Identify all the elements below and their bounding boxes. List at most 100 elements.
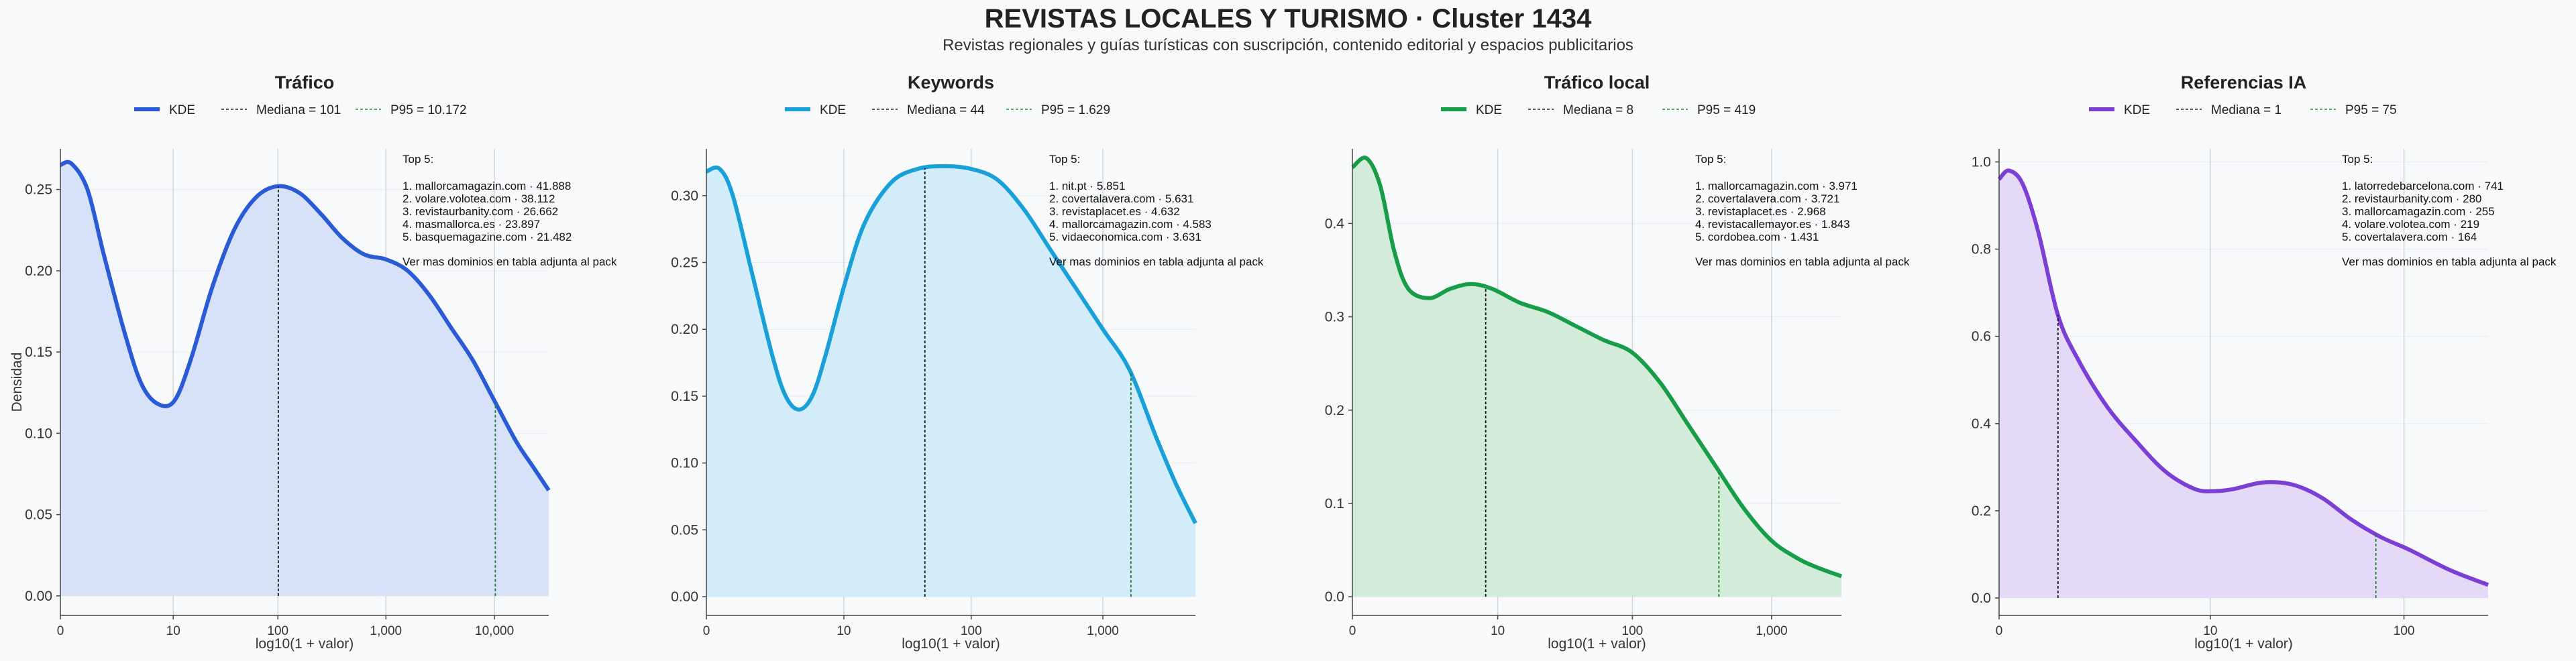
legend-kde-label: KDE xyxy=(1476,103,1502,117)
x-axis-label: log10(1 + valor) xyxy=(256,636,354,652)
top5-note: Ver mas dominios en tabla adjunta al pac… xyxy=(1695,255,1910,268)
x-tick-label: 1,000 xyxy=(1756,624,1788,638)
legend-median-label: Mediana = 44 xyxy=(907,103,985,117)
panel-title: Keywords xyxy=(908,72,994,93)
legend-p95-label: P95 = 10.172 xyxy=(390,103,467,117)
top5-item: 2. revistaurbanity.com · 280 xyxy=(2342,192,2482,205)
y-tick-label: 0.10 xyxy=(25,426,52,441)
kde-line xyxy=(59,160,551,491)
top5-item: 1. mallorcamagazin.com · 3.971 xyxy=(1695,180,1858,192)
y-tick-label: 0.00 xyxy=(671,589,698,605)
top5-title: Top 5: xyxy=(1695,153,1726,166)
legend-p95-label: P95 = 419 xyxy=(1697,103,1756,117)
y-tick-label: 0.20 xyxy=(671,322,698,337)
x-tick-label: 1,000 xyxy=(1087,624,1119,638)
y-tick-label: 0.15 xyxy=(671,389,698,404)
top5-item: 3. revistaurbanity.com · 26.662 xyxy=(402,205,558,218)
x-tick-label: 0 xyxy=(57,624,64,638)
top5-item: 4. mallorcamagazin.com · 4.583 xyxy=(1049,218,1212,231)
legend-p95-label: P95 = 75 xyxy=(2345,103,2397,117)
legend-median-label: Mediana = 101 xyxy=(256,103,341,117)
y-tick-label: 0.6 xyxy=(1972,329,1991,345)
y-tick-label: 0.2 xyxy=(1972,503,1991,519)
top5-item: 4. masmallorca.es · 23.897 xyxy=(402,218,540,231)
top5-note: Ver mas dominios en tabla adjunta al pac… xyxy=(1049,255,1264,268)
top5-item: 5. vidaeconomica.com · 3.631 xyxy=(1049,231,1201,243)
x-tick-label: 1,000 xyxy=(370,624,402,638)
x-tick-label: 0 xyxy=(1996,624,2003,638)
x-tick-label: 100 xyxy=(267,624,288,638)
top5-item: 1. mallorcamagazin.com · 41.888 xyxy=(402,180,571,192)
kde-line xyxy=(705,164,1197,524)
legend-kde-label: KDE xyxy=(820,103,846,117)
x-tick-label: 10 xyxy=(1491,624,1505,638)
panel-3: Tráfico local KDE Mediana = 8 P95 = 419 0 10 1… xyxy=(1325,72,1910,652)
top5-note: Ver mas dominios en tabla adjunta al pac… xyxy=(2342,255,2557,268)
top5-item: 4. volare.volotea.com · 219 xyxy=(2342,218,2479,231)
y-tick-label: 0.15 xyxy=(25,345,52,360)
y-tick-label: 0.1 xyxy=(1325,496,1344,512)
top5-title: Top 5: xyxy=(402,153,433,166)
y-tick-label: 1.0 xyxy=(1972,155,1991,170)
panel-1: Tráfico KDE Mediana = 101 P95 = 10.172 0 10 10… xyxy=(25,72,617,652)
kde-line xyxy=(1351,156,1842,579)
x-axis-label: log10(1 + valor) xyxy=(902,636,1000,652)
top5-item: 1. latorredebarcelona.com · 741 xyxy=(2342,180,2504,192)
chart-title: REVISTAS LOCALES Y TURISMO · Cluster 143… xyxy=(984,4,1592,34)
x-tick-label: 0 xyxy=(703,624,710,638)
y-tick-label: 0.8 xyxy=(1972,242,1991,257)
panel-title: Referencias IA xyxy=(2181,72,2307,93)
y-tick-label: 0.25 xyxy=(671,255,698,271)
y-tick-label: 0.3 xyxy=(1325,310,1344,325)
x-tick-label: 100 xyxy=(961,624,982,638)
panel-title: Tráfico local xyxy=(1544,72,1650,93)
y-tick-label: 0.30 xyxy=(671,188,698,204)
x-tick-label: 100 xyxy=(1622,624,1644,638)
top5-item: 5. basquemagazine.com · 21.482 xyxy=(402,231,572,243)
top5-title: Top 5: xyxy=(2342,153,2373,166)
legend-kde-label: KDE xyxy=(2124,103,2150,117)
legend-median-label: Mediana = 1 xyxy=(2211,103,2282,117)
legend-median-label: Mediana = 8 xyxy=(1563,103,1633,117)
kde-area xyxy=(1999,170,2488,598)
x-tick-label: 10 xyxy=(166,624,180,638)
y-tick-label: 0.20 xyxy=(25,263,52,279)
top5-item: 2. covertalavera.com · 3.721 xyxy=(1695,192,1839,205)
top5-note: Ver mas dominios en tabla adjunta al pac… xyxy=(402,255,617,268)
x-axis-label: log10(1 + valor) xyxy=(2194,636,2293,652)
top5-item: 2. volare.volotea.com · 38.112 xyxy=(402,192,555,205)
y-tick-label: 0.10 xyxy=(671,456,698,471)
x-tick-label: 10 xyxy=(837,624,851,638)
y-axis-label: Densidad xyxy=(9,353,25,412)
top5-item: 5. covertalavera.com · 164 xyxy=(2342,231,2477,243)
panel-2: Keywords KDE Mediana = 44 P95 = 1.629 0 10 100… xyxy=(671,72,1264,652)
x-tick-label: 10,000 xyxy=(475,624,514,638)
y-tick-label: 0.00 xyxy=(25,589,52,604)
top5-item: 1. nit.pt · 5.851 xyxy=(1049,180,1125,192)
y-tick-label: 0.05 xyxy=(25,507,52,523)
top5-item: 4. revistacallemayor.es · 1.843 xyxy=(1695,218,1850,231)
top5-item: 3. revistaplacet.es · 4.632 xyxy=(1049,205,1180,218)
y-tick-label: 0.2 xyxy=(1325,403,1344,418)
y-tick-label: 0.4 xyxy=(1325,216,1345,231)
top5-item: 3. mallorcamagazin.com · 255 xyxy=(2342,205,2495,218)
y-tick-label: 0.4 xyxy=(1972,416,1992,432)
y-tick-label: 0.0 xyxy=(1972,591,1991,606)
legend-kde-label: KDE xyxy=(169,103,195,117)
top5-item: 3. revistaplacet.es · 2.968 xyxy=(1695,205,1826,218)
top5-item: 5. cordobea.com · 1.431 xyxy=(1695,231,1819,243)
x-tick-label: 100 xyxy=(2394,624,2415,638)
kde-area xyxy=(60,162,549,596)
chart-subtitle: Revistas regionales y guías turísticas c… xyxy=(943,36,1633,54)
y-tick-label: 0.05 xyxy=(671,522,698,538)
panel-4: Referencias IA KDE Mediana = 1 P95 = 75 0 10 1… xyxy=(1972,72,2557,652)
panel-title: Tráfico xyxy=(275,72,335,93)
x-axis-label: log10(1 + valor) xyxy=(1548,636,1646,652)
y-tick-label: 0.0 xyxy=(1325,589,1344,605)
top5-title: Top 5: xyxy=(1049,153,1080,166)
x-tick-label: 0 xyxy=(1349,624,1356,638)
kde-area xyxy=(706,166,1195,597)
x-tick-label: 10 xyxy=(2203,624,2217,638)
legend-p95-label: P95 = 1.629 xyxy=(1041,103,1110,117)
